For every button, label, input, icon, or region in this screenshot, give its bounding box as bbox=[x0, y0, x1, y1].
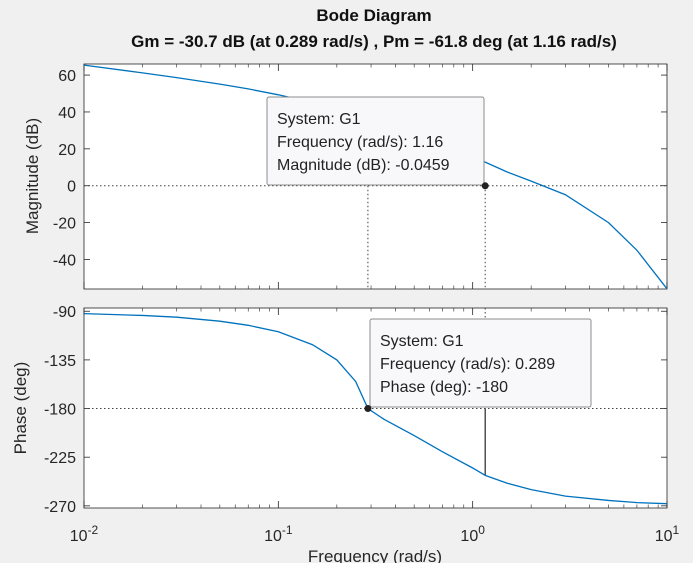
phase-ylabel: Phase (deg) bbox=[11, 362, 30, 455]
phase-ytick-label: -135 bbox=[44, 353, 76, 370]
x-tick-layer: 10-2 10-1 100 101 bbox=[70, 523, 680, 545]
magnitude-datatip-box bbox=[266, 96, 485, 186]
phase-response-line bbox=[83, 312, 668, 505]
x-axis-label: Frequency (rad/s) bbox=[308, 547, 442, 563]
phase-ytick-label: -90 bbox=[53, 304, 76, 321]
phase-datatip-marker bbox=[364, 405, 372, 413]
magnitude-datatip-line: System: G1 bbox=[277, 111, 361, 128]
phase-ytick-label: -225 bbox=[44, 450, 76, 467]
magnitude-ytick-label: 60 bbox=[58, 68, 76, 85]
phase-plot-layer: -90 -135 -180 -225 -270 bbox=[44, 304, 668, 516]
phase-datatip-line: Phase (deg): -180 bbox=[380, 379, 508, 396]
magnitude-ytick-label: -20 bbox=[53, 216, 76, 233]
magnitude-datatip-marker bbox=[481, 182, 489, 190]
x-tick-label: 10-2 bbox=[70, 523, 99, 545]
x-tick-label: 101 bbox=[655, 523, 680, 545]
x-tick-label: 100 bbox=[460, 523, 485, 545]
datatip-layer: System: G1 Frequency (rad/s): 1.16 Magnitu… bbox=[266, 96, 592, 413]
x-tick-label: 10-1 bbox=[264, 523, 293, 545]
phase-datatip-line: System: G1 bbox=[380, 333, 464, 350]
magnitude-ytick-label: 40 bbox=[58, 105, 76, 122]
magnitude-ytick-label: 20 bbox=[58, 142, 76, 159]
magnitude-ytick-label: -40 bbox=[53, 252, 76, 269]
phase-ytick-label: -270 bbox=[44, 499, 76, 516]
magnitude-datatip-line: Frequency (rad/s): 1.16 bbox=[277, 134, 443, 151]
chart-title: Bode Diagram bbox=[316, 6, 431, 25]
chart-subtitle: Gm = -30.7 dB (at 0.289 rad/s) , Pm = -6… bbox=[131, 32, 617, 51]
phase-ytick-label: -180 bbox=[44, 402, 76, 419]
phase-datatip-line: Frequency (rad/s): 0.289 bbox=[380, 356, 555, 373]
magnitude-datatip-line: Magnitude (dB): -0.0459 bbox=[277, 157, 450, 174]
phase-datatip-box bbox=[369, 318, 592, 408]
magnitude-ylabel: Magnitude (dB) bbox=[23, 118, 42, 234]
magnitude-ytick-label: 0 bbox=[67, 179, 76, 196]
